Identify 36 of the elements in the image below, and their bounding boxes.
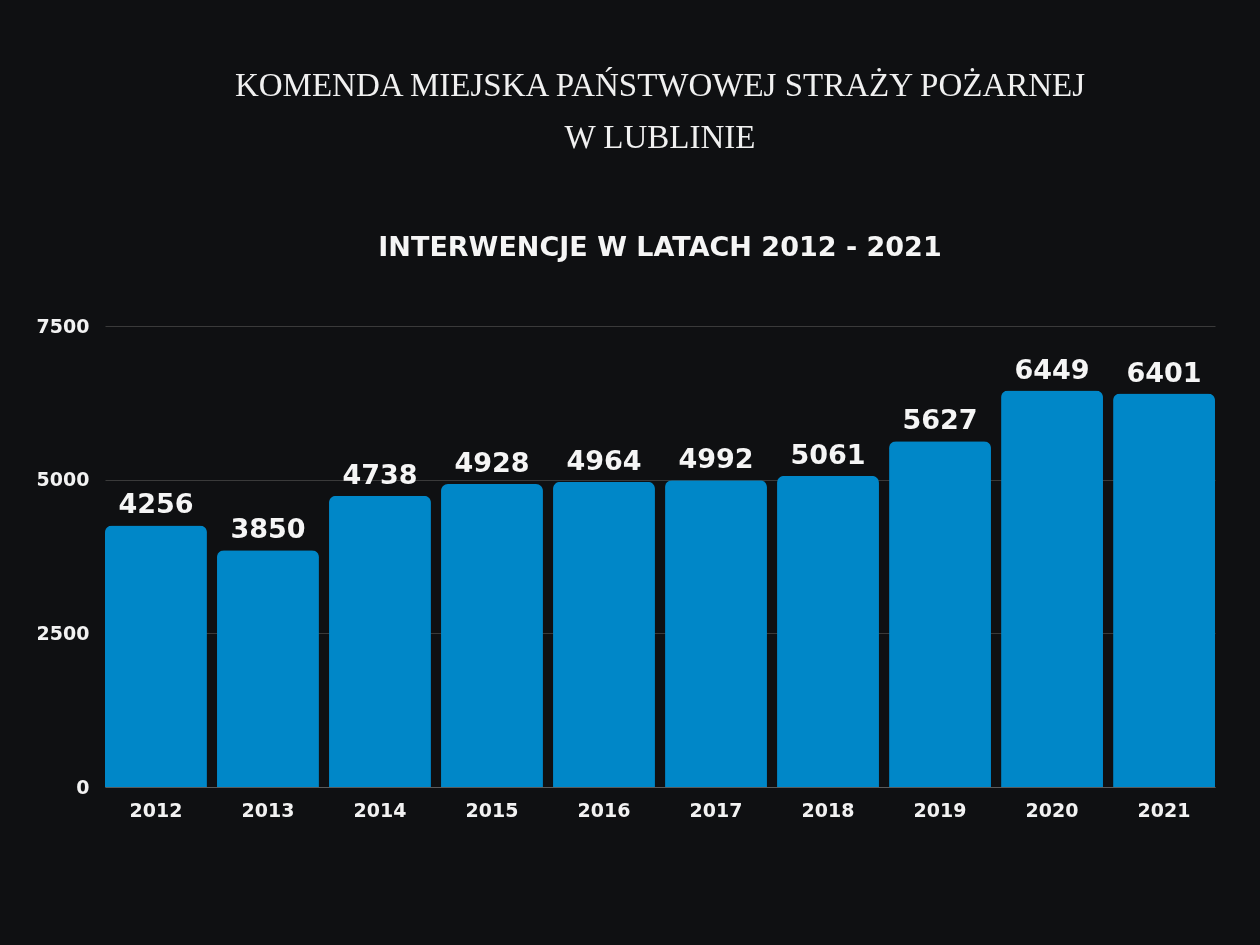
- data-label: 6449: [1014, 353, 1090, 385]
- y-tick-label: 5000: [36, 468, 90, 491]
- x-tick-label: 2015: [465, 798, 519, 821]
- x-tick-label: 2013: [241, 798, 295, 821]
- y-tick-label: 0: [76, 775, 90, 798]
- bar: [665, 480, 767, 787]
- x-tick-label: 2018: [801, 798, 855, 821]
- y-tick-label: 7500: [36, 314, 90, 337]
- data-label: 6401: [1126, 356, 1202, 388]
- x-tick-label: 2017: [689, 798, 743, 821]
- x-tick-label: 2016: [577, 798, 631, 821]
- bar: [1113, 393, 1215, 787]
- bar: [553, 481, 655, 787]
- bar: [105, 525, 207, 787]
- chart-subtitle: INTERWENCJE W LATACH 2012 - 2021: [378, 231, 942, 262]
- bar: [329, 495, 431, 787]
- chart-title: KOMENDA MIEJSKA PAŃSTWOWEJ STRAŻY POŻARNEJ W LUBLINIE: [234, 67, 1086, 155]
- x-tick-label: 2014: [353, 798, 407, 821]
- bar: [889, 441, 991, 787]
- bar: [217, 550, 319, 787]
- bar: [777, 475, 879, 787]
- y-tick-label: 2500: [36, 621, 90, 644]
- x-tick-label: 2021: [1137, 798, 1191, 821]
- data-label: 3850: [230, 513, 306, 545]
- x-tick-label: 2019: [913, 798, 967, 821]
- bar: [441, 484, 543, 787]
- data-label: 4964: [566, 444, 642, 476]
- x-tick-label: 2012: [129, 798, 183, 821]
- bar: [1001, 390, 1103, 787]
- data-label: 4738: [342, 458, 418, 490]
- data-label: 4256: [118, 488, 194, 520]
- data-label: 4992: [678, 443, 754, 475]
- data-label: 5627: [902, 404, 978, 436]
- data-label: 5061: [790, 438, 866, 470]
- x-tick-label: 2020: [1025, 798, 1079, 821]
- data-label: 4928: [454, 447, 530, 479]
